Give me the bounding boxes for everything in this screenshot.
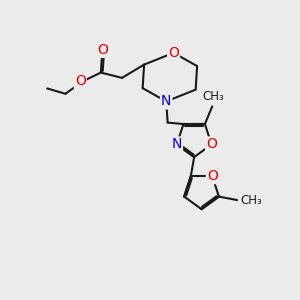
Text: O: O [207, 169, 218, 183]
Text: CH₃: CH₃ [241, 194, 262, 207]
Text: N: N [161, 94, 171, 108]
Text: O: O [206, 137, 217, 152]
Text: O: O [168, 46, 179, 60]
Text: O: O [75, 74, 86, 88]
Text: N: N [172, 137, 182, 152]
Text: O: O [97, 43, 108, 57]
Text: CH₃: CH₃ [202, 90, 224, 103]
